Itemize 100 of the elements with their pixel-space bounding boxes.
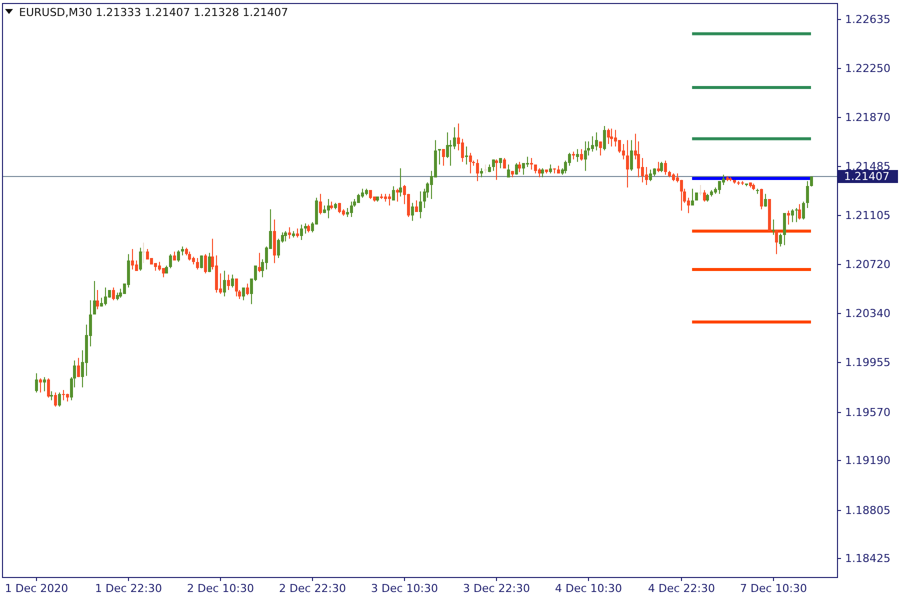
candlestick xyxy=(258,252,261,273)
candlestick xyxy=(622,143,625,160)
candlestick xyxy=(522,162,525,176)
candlestick xyxy=(791,208,794,223)
candlestick xyxy=(806,180,809,208)
candlestick xyxy=(453,126,456,150)
candlestick xyxy=(415,200,418,212)
candlestick xyxy=(284,230,287,242)
candlestick xyxy=(96,290,99,310)
candlestick xyxy=(58,392,61,408)
candlestick xyxy=(660,161,663,173)
candlestick xyxy=(649,169,652,182)
y-tick-label: 1.21105 xyxy=(845,209,890,222)
candlestick xyxy=(131,248,134,270)
candlestick xyxy=(104,286,107,306)
y-tick-label: 1.22250 xyxy=(845,62,890,75)
candlestick xyxy=(783,212,786,246)
candlestick xyxy=(277,238,280,258)
x-tick-label: 3 Dec 10:30 xyxy=(371,582,438,595)
x-tick-label: 2 Dec 10:30 xyxy=(187,582,254,595)
ref-line-label: 1.21407 xyxy=(844,170,890,183)
candlestick xyxy=(461,138,464,162)
candlestick xyxy=(196,257,199,270)
candlestick xyxy=(392,186,395,201)
x-tick-label: 1 Dec 22:30 xyxy=(95,582,162,595)
candlestick xyxy=(680,179,683,212)
candlestick xyxy=(591,136,594,152)
candlestick xyxy=(787,210,790,226)
chart-title: EURUSD,M30 1.21333 1.21407 1.21328 1.21407 xyxy=(19,6,288,19)
candlestick xyxy=(499,158,502,169)
candlestick xyxy=(319,193,322,215)
candlestick xyxy=(630,140,633,172)
candlestick xyxy=(208,252,211,273)
y-tick-label: 1.19955 xyxy=(845,356,890,369)
candlestick xyxy=(495,158,498,180)
x-tick-label: 7 Dec 10:30 xyxy=(740,582,807,595)
candlestick xyxy=(469,152,472,174)
candlestick xyxy=(779,233,782,247)
candlestick xyxy=(54,392,57,408)
candlestick xyxy=(657,161,660,173)
candlestick xyxy=(227,274,230,290)
candlestick xyxy=(645,166,648,186)
candlestick xyxy=(764,193,767,208)
candlestick xyxy=(288,226,291,240)
candlestick xyxy=(246,283,249,296)
candlestick xyxy=(603,126,606,151)
candlestick xyxy=(327,198,330,219)
candlestick xyxy=(664,160,667,176)
y-tick-label: 1.19570 xyxy=(845,406,890,419)
candlestick xyxy=(396,188,399,202)
candlestick xyxy=(135,260,138,272)
candlestick xyxy=(77,357,80,378)
candlestick xyxy=(39,378,42,393)
candlestick xyxy=(93,280,96,315)
candlestick xyxy=(626,140,629,188)
candlestick xyxy=(599,140,602,156)
candlestick xyxy=(595,132,598,151)
candlestick xyxy=(235,278,238,297)
candlestick xyxy=(610,128,613,147)
candlestick xyxy=(300,224,303,241)
x-tick-label: 1 Dec 2020 xyxy=(4,582,68,595)
candlestick xyxy=(43,376,46,392)
candlestick xyxy=(703,190,706,202)
candlestick xyxy=(177,250,180,262)
y-tick-label: 1.18425 xyxy=(845,552,890,565)
candlestick xyxy=(449,140,452,166)
candlestick xyxy=(465,146,468,165)
candlestick xyxy=(802,201,805,220)
candlestick xyxy=(584,140,587,172)
candlestick xyxy=(530,158,533,170)
candlestick xyxy=(231,274,234,288)
candlestick xyxy=(760,188,763,210)
candlestick xyxy=(204,254,207,274)
candlestick xyxy=(775,229,778,255)
candlestick xyxy=(242,286,245,301)
y-tick-label: 1.20340 xyxy=(845,307,890,320)
candlestick xyxy=(442,148,445,166)
candlestick xyxy=(503,158,506,169)
candlestick xyxy=(139,247,142,272)
candlestick xyxy=(526,156,529,168)
x-tick-label: 3 Dec 22:30 xyxy=(463,582,530,595)
candlestick xyxy=(35,372,38,393)
candlestick xyxy=(691,188,694,206)
y-tick-label: 1.19190 xyxy=(845,454,890,467)
candlestick xyxy=(304,222,307,234)
candlestick xyxy=(350,201,353,218)
candlestick xyxy=(419,190,422,219)
candlestick xyxy=(411,202,414,222)
candlestick xyxy=(798,204,801,220)
candlestick xyxy=(507,164,510,178)
x-tick-label: 4 Dec 22:30 xyxy=(648,582,715,595)
y-tick-label: 1.20720 xyxy=(845,258,890,271)
candlestick xyxy=(112,286,115,301)
y-tick-label: 1.18805 xyxy=(845,504,890,517)
x-tick-label: 2 Dec 22:30 xyxy=(279,582,346,595)
candlestick xyxy=(518,161,521,173)
y-tick-label: 1.22635 xyxy=(845,13,890,26)
candlestick xyxy=(169,254,172,269)
candlestick xyxy=(388,193,391,206)
candlestick xyxy=(142,242,145,264)
